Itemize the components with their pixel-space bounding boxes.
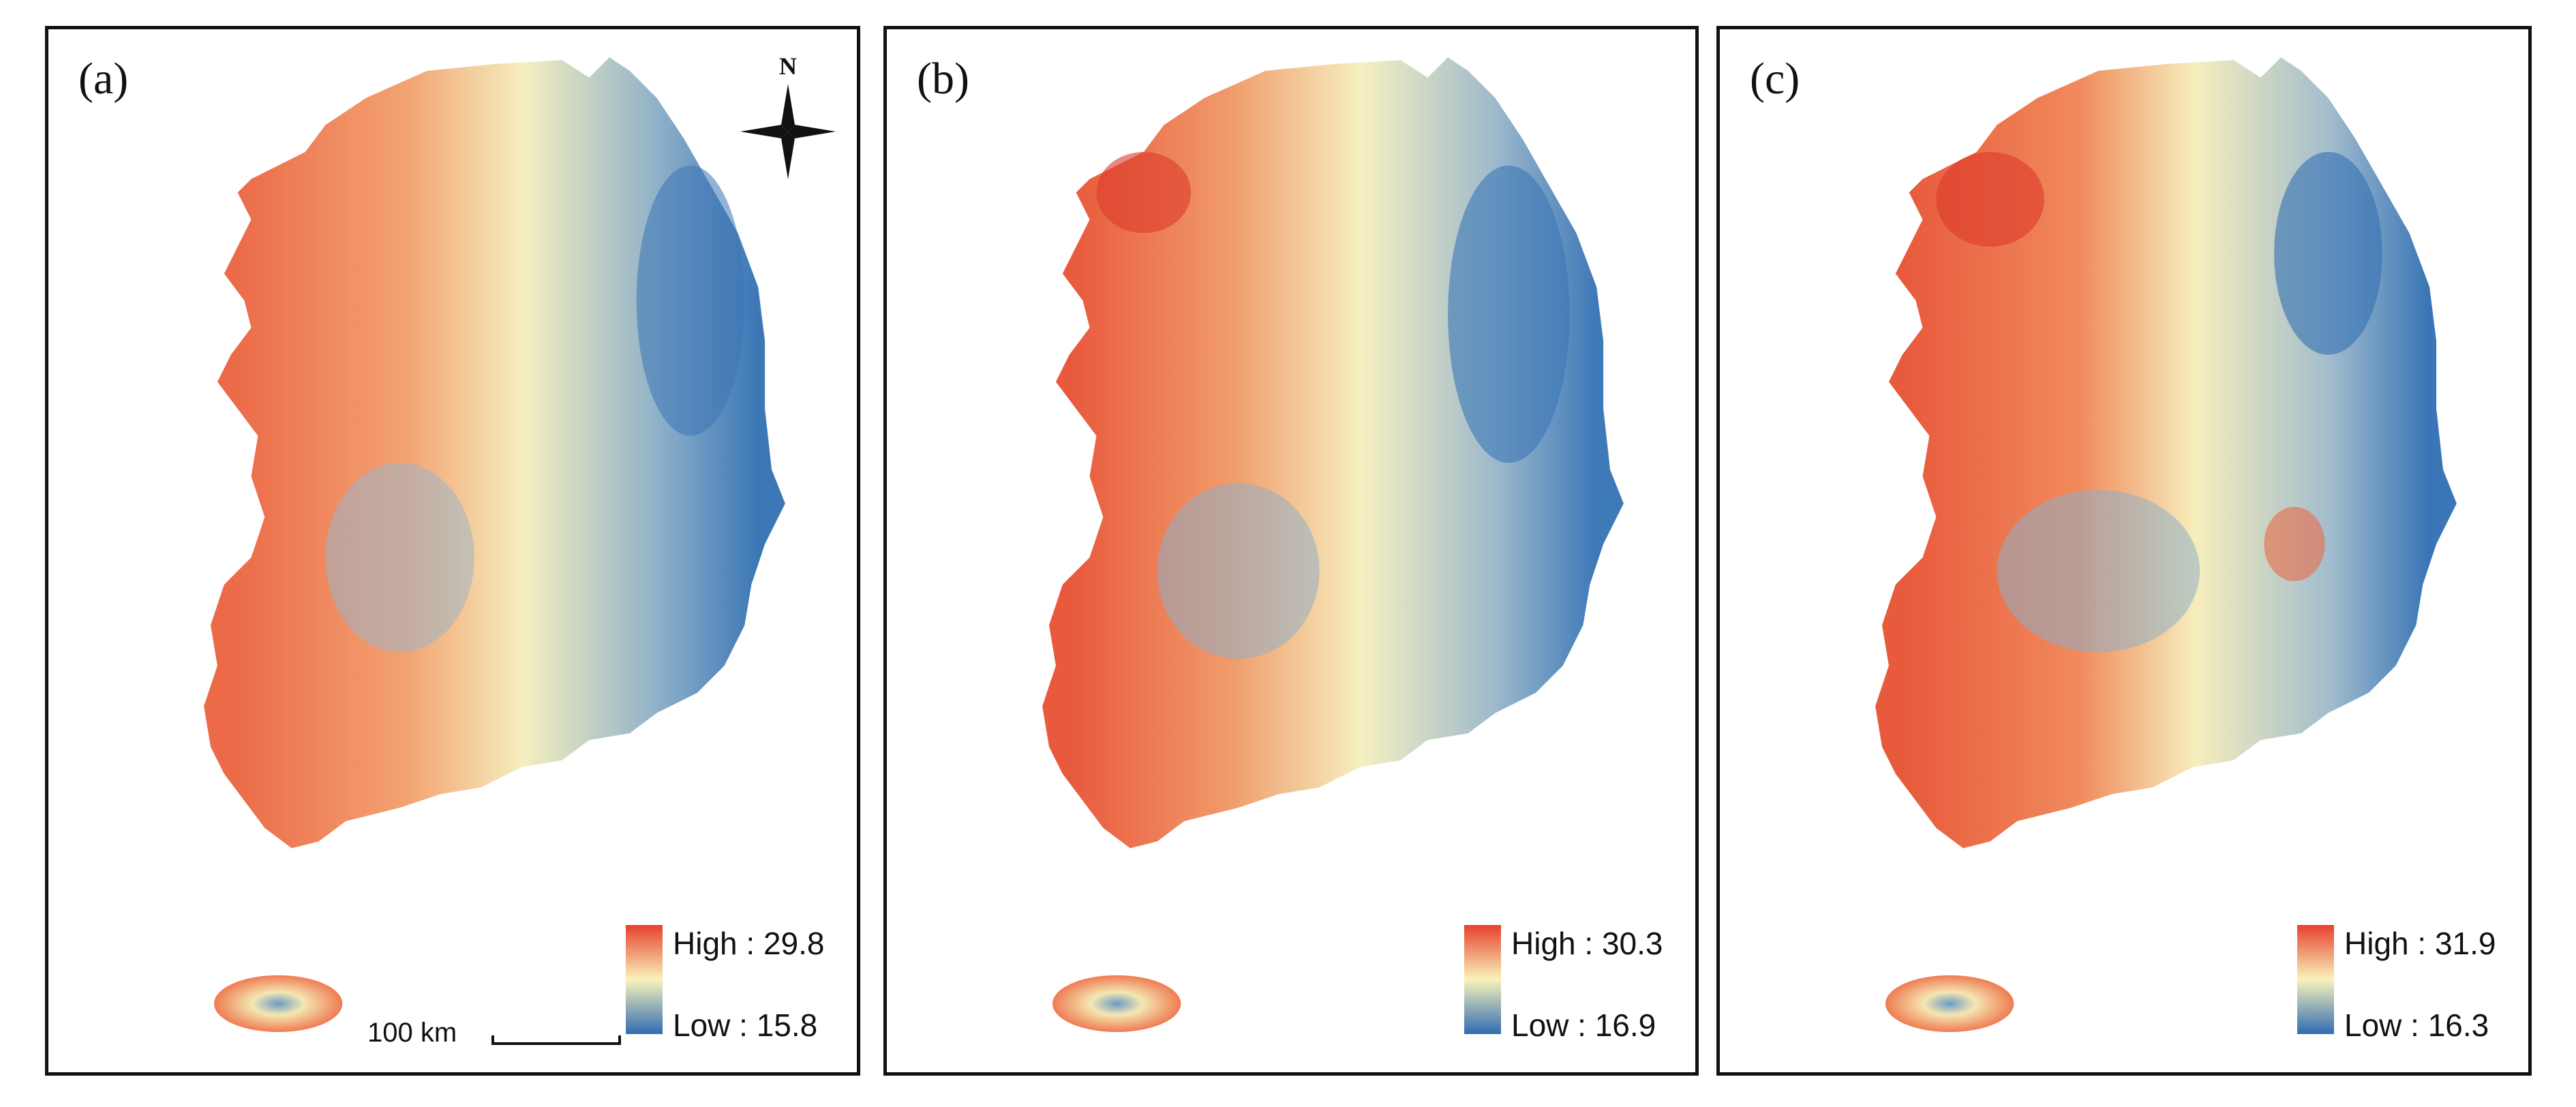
peninsula-map <box>1042 57 1624 1033</box>
map-panel-a: (a) N High : 29.8 Low : 15.8 100 km <box>45 26 860 1076</box>
panel-label: (a) <box>78 54 129 104</box>
inland-cool-zone <box>1157 483 1320 659</box>
inland-cool-zone <box>325 463 474 652</box>
panel-label: (b) <box>917 54 969 104</box>
map-panel-c: (c) High : 31.9 Low : 16.3 <box>1716 26 2532 1076</box>
legend-high: High : 29.8 <box>673 926 825 961</box>
hotspot <box>1936 151 2044 247</box>
legend-low: Low : 16.3 <box>2344 1007 2489 1043</box>
warm-spot <box>2264 506 2325 581</box>
panel-label: (c) <box>1750 54 1800 104</box>
jeju-island <box>213 975 343 1033</box>
peninsula-map <box>1875 57 2457 1033</box>
legend-high: High : 31.9 <box>2344 926 2496 961</box>
peninsula-map <box>204 57 785 1033</box>
inland-cool-zone <box>1997 489 2200 652</box>
legend-color-bar <box>626 925 663 1034</box>
east-cool-zone <box>636 165 745 436</box>
scale-label: 100 km <box>367 1018 457 1048</box>
scale-bar <box>491 1035 621 1045</box>
legend-high: High : 30.3 <box>1511 926 1663 961</box>
north-arrow-icon: N <box>740 57 836 179</box>
jeju-island <box>1885 975 2014 1033</box>
east-cool-zone <box>1448 165 1570 464</box>
north-label: N <box>779 57 797 80</box>
map-panel-b: (b) High : 30.3 Low : 16.9 <box>883 26 1699 1076</box>
legend-low: Low : 16.9 <box>1511 1007 1656 1043</box>
jeju-island <box>1052 975 1181 1033</box>
hotspot <box>1096 151 1192 233</box>
legend-color-bar <box>2297 925 2334 1034</box>
legend-low: Low : 15.8 <box>673 1007 818 1043</box>
east-cool-zone <box>2274 151 2382 355</box>
legend-color-bar <box>1464 925 1501 1034</box>
